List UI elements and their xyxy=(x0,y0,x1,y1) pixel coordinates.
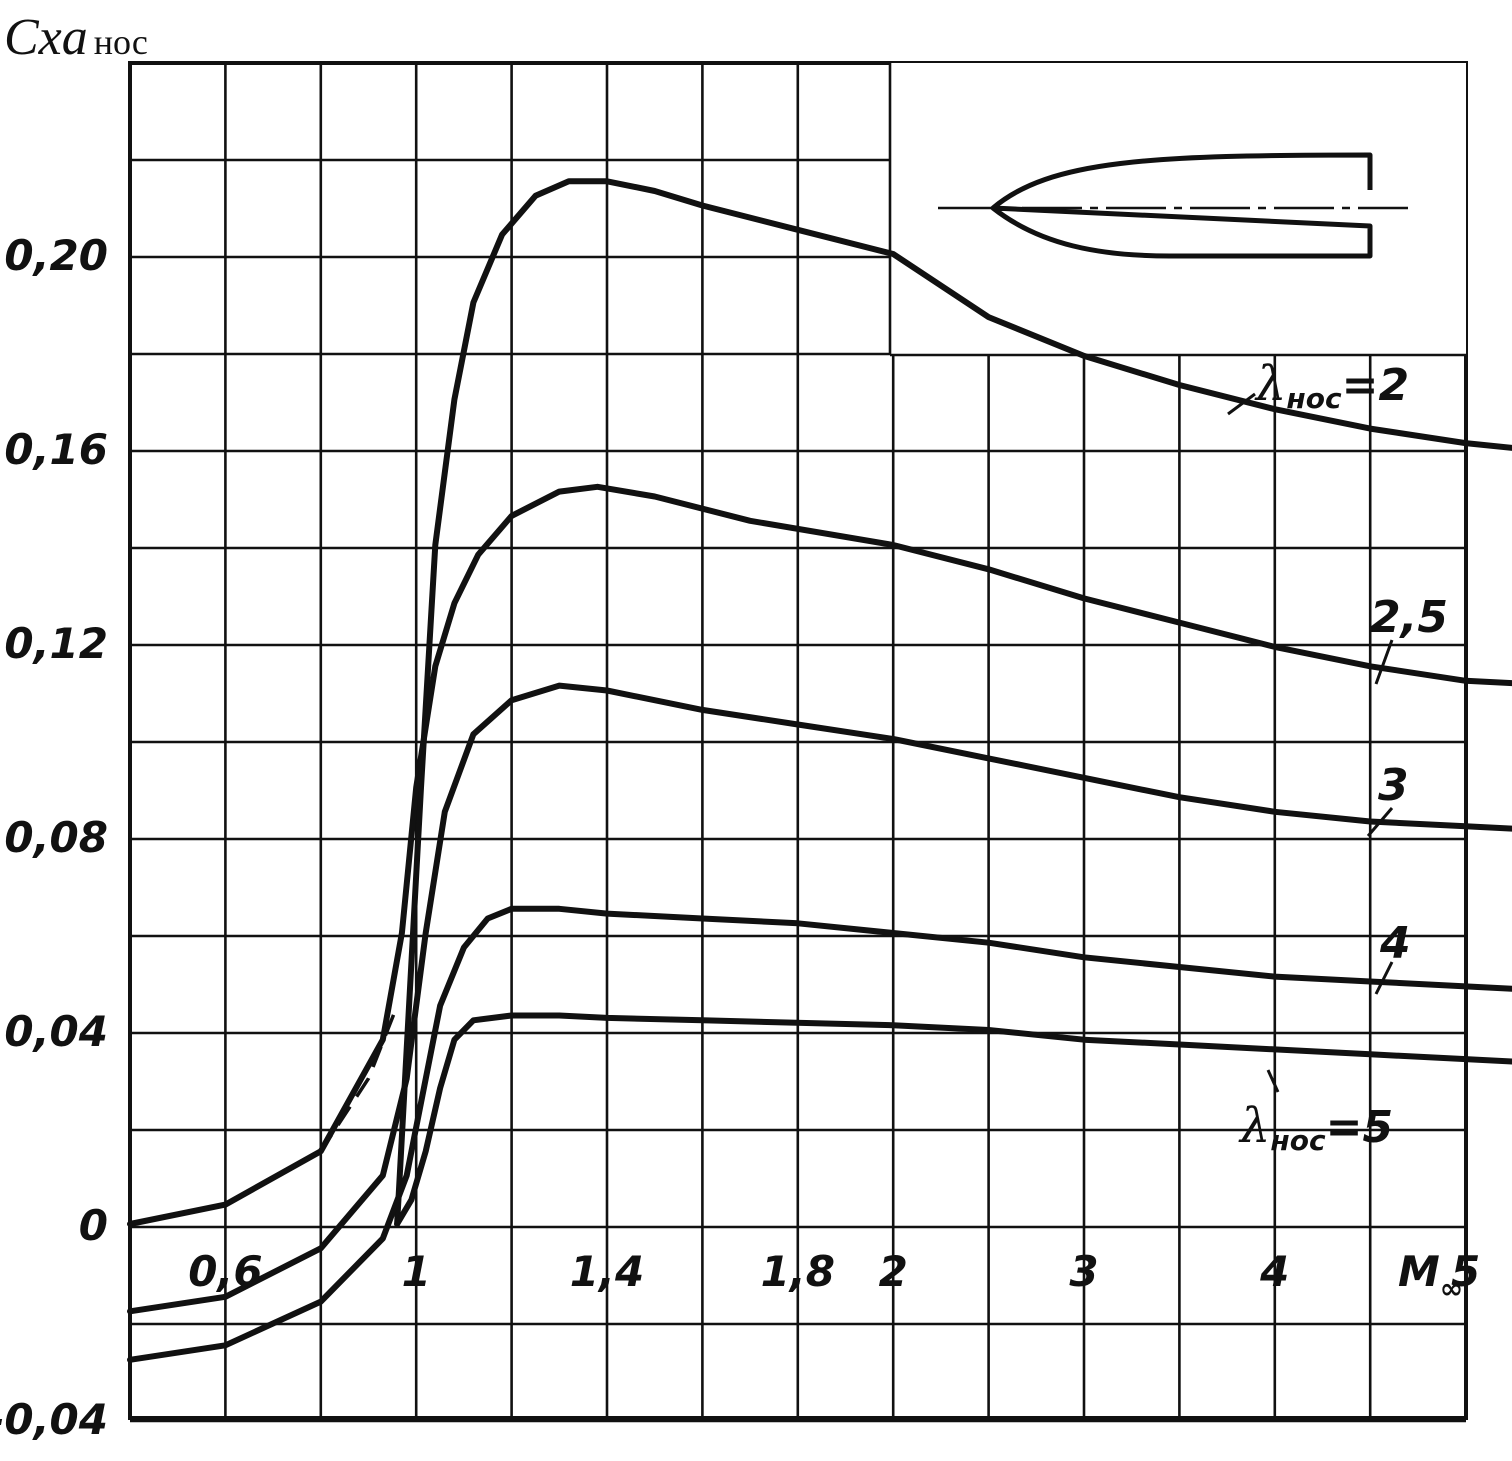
nose-cone-outline xyxy=(990,152,1373,259)
y-axis-label-sub: нос xyxy=(94,22,148,62)
curve-label-4: 4 xyxy=(1379,918,1411,969)
y-tick-labels: 0,20 0,16 0,12 0,08 0,04 0 -0,04 xyxy=(0,231,108,1444)
y-tick-label: 0,20 xyxy=(4,231,108,280)
y-axis-label: Cxa нос xyxy=(4,9,148,66)
y-tick-label: 0,04 xyxy=(4,1007,108,1056)
lambda-symbol: λ xyxy=(1254,356,1286,412)
x-tick-label: 1,8 xyxy=(761,1247,835,1296)
leader-line xyxy=(1374,639,1394,685)
x-axis-label: M∞ xyxy=(1398,1247,1463,1305)
lambda-value: 3 xyxy=(1378,760,1409,811)
x-tick-label: 0,6 xyxy=(188,1247,262,1296)
lambda-subscript: нос xyxy=(1270,1124,1326,1157)
lambda-subscript: нос xyxy=(1286,382,1342,415)
lambda-symbol: λ xyxy=(1238,1098,1270,1154)
leader-line xyxy=(1374,961,1394,995)
curve-lambda-2 xyxy=(394,178,1512,1227)
curve-lambda-5 xyxy=(394,1012,1512,1227)
x-tick-label: 5 xyxy=(1451,1247,1480,1296)
leader-line xyxy=(1366,807,1394,837)
curve-label-3: 3 xyxy=(1378,760,1409,811)
y-axis-label-main: Cxa xyxy=(4,9,88,66)
curves xyxy=(127,178,1512,1363)
curve-label-5: λнос=5 xyxy=(1238,1098,1393,1157)
curve-label-2_5: 2,5 xyxy=(1370,592,1448,643)
x-tick-labels: 0,6 1 1,4 1,8 2 3 4 5 xyxy=(188,1247,1480,1296)
curve-dashed-4 xyxy=(129,1237,385,1362)
y-tick-label: -0,04 xyxy=(0,1395,108,1444)
x-tick-label: 4 xyxy=(1259,1247,1289,1296)
curve-lambda-2_5 xyxy=(127,483,1512,1227)
y-tick-label: 0 xyxy=(79,1201,108,1250)
y-tick-label: 0,12 xyxy=(4,619,108,668)
lambda-value: 4 xyxy=(1379,918,1411,969)
curve-dashed-2 xyxy=(129,1005,399,1226)
curve-lambda-4 xyxy=(127,905,1512,1363)
nose-cone-inset xyxy=(888,63,1466,357)
y-tick-label: 0,16 xyxy=(4,425,108,474)
x-tick-label: 1,4 xyxy=(570,1247,644,1296)
x-axis-label-main: M xyxy=(1398,1247,1440,1296)
lambda-value: 2,5 xyxy=(1370,592,1448,643)
curve-dashed-3 xyxy=(129,1174,385,1314)
x-tick-label: 1 xyxy=(402,1247,431,1296)
x-tick-label: 2 xyxy=(879,1247,908,1296)
x-tick-label: 3 xyxy=(1069,1247,1098,1296)
curve-lambda-3 xyxy=(127,682,1512,1315)
y-tick-label: 0,08 xyxy=(4,813,108,862)
x-axis-label-sub: ∞ xyxy=(1440,1272,1463,1305)
plot-frame xyxy=(128,61,1468,1420)
leader-line xyxy=(1227,392,1256,416)
lambda-value: =5 xyxy=(1326,1102,1393,1153)
curve-label-2: λнос=2 xyxy=(1254,356,1409,415)
leader-line xyxy=(1266,1069,1280,1093)
lambda-value: =2 xyxy=(1342,360,1409,411)
